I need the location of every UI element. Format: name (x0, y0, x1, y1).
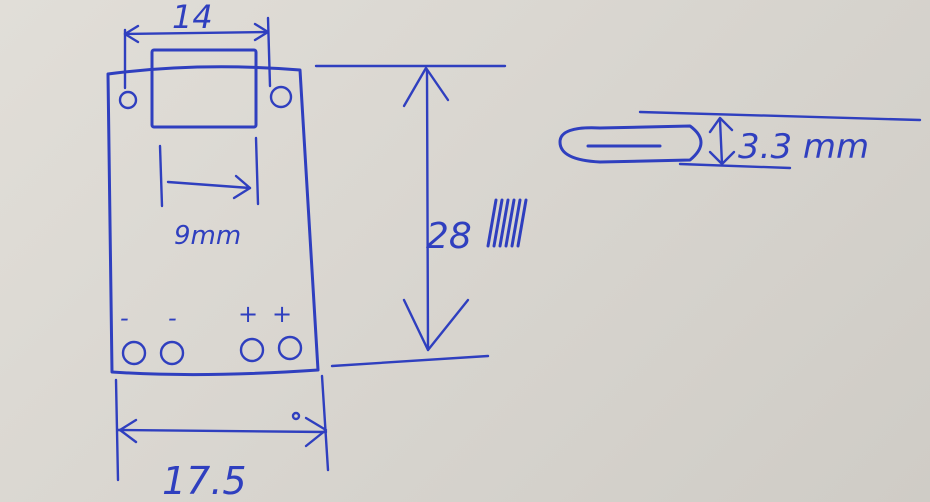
bottom-width-label: 17.5 (162, 459, 247, 502)
inner-width-dimension (158, 136, 260, 208)
mounting-hole-left (118, 90, 138, 110)
solder-pad-2 (159, 340, 185, 366)
plus-mark-left: + (238, 300, 258, 328)
thickness-side-view (558, 110, 922, 170)
thickness-label: 3.3 mm (738, 127, 869, 167)
top-width-dimension (123, 16, 272, 90)
top-width-label: 14 (172, 0, 213, 36)
solder-pad-1 (121, 340, 147, 366)
module-board-outline (106, 65, 320, 377)
minus-mark-left: - (120, 304, 129, 332)
solder-pad-4 (277, 335, 303, 361)
plus-mark-right: + (272, 300, 292, 328)
top-component-rectangle (150, 48, 258, 129)
height-label: 28 (426, 216, 472, 257)
height-unit-scribble (486, 198, 528, 248)
bottom-width-dimension (114, 374, 330, 482)
minus-mark-right: - (168, 304, 177, 332)
inner-width-label: 9mm (174, 221, 241, 251)
mounting-hole-right (269, 85, 293, 109)
solder-pad-3 (239, 337, 265, 363)
height-dimension (314, 64, 507, 368)
